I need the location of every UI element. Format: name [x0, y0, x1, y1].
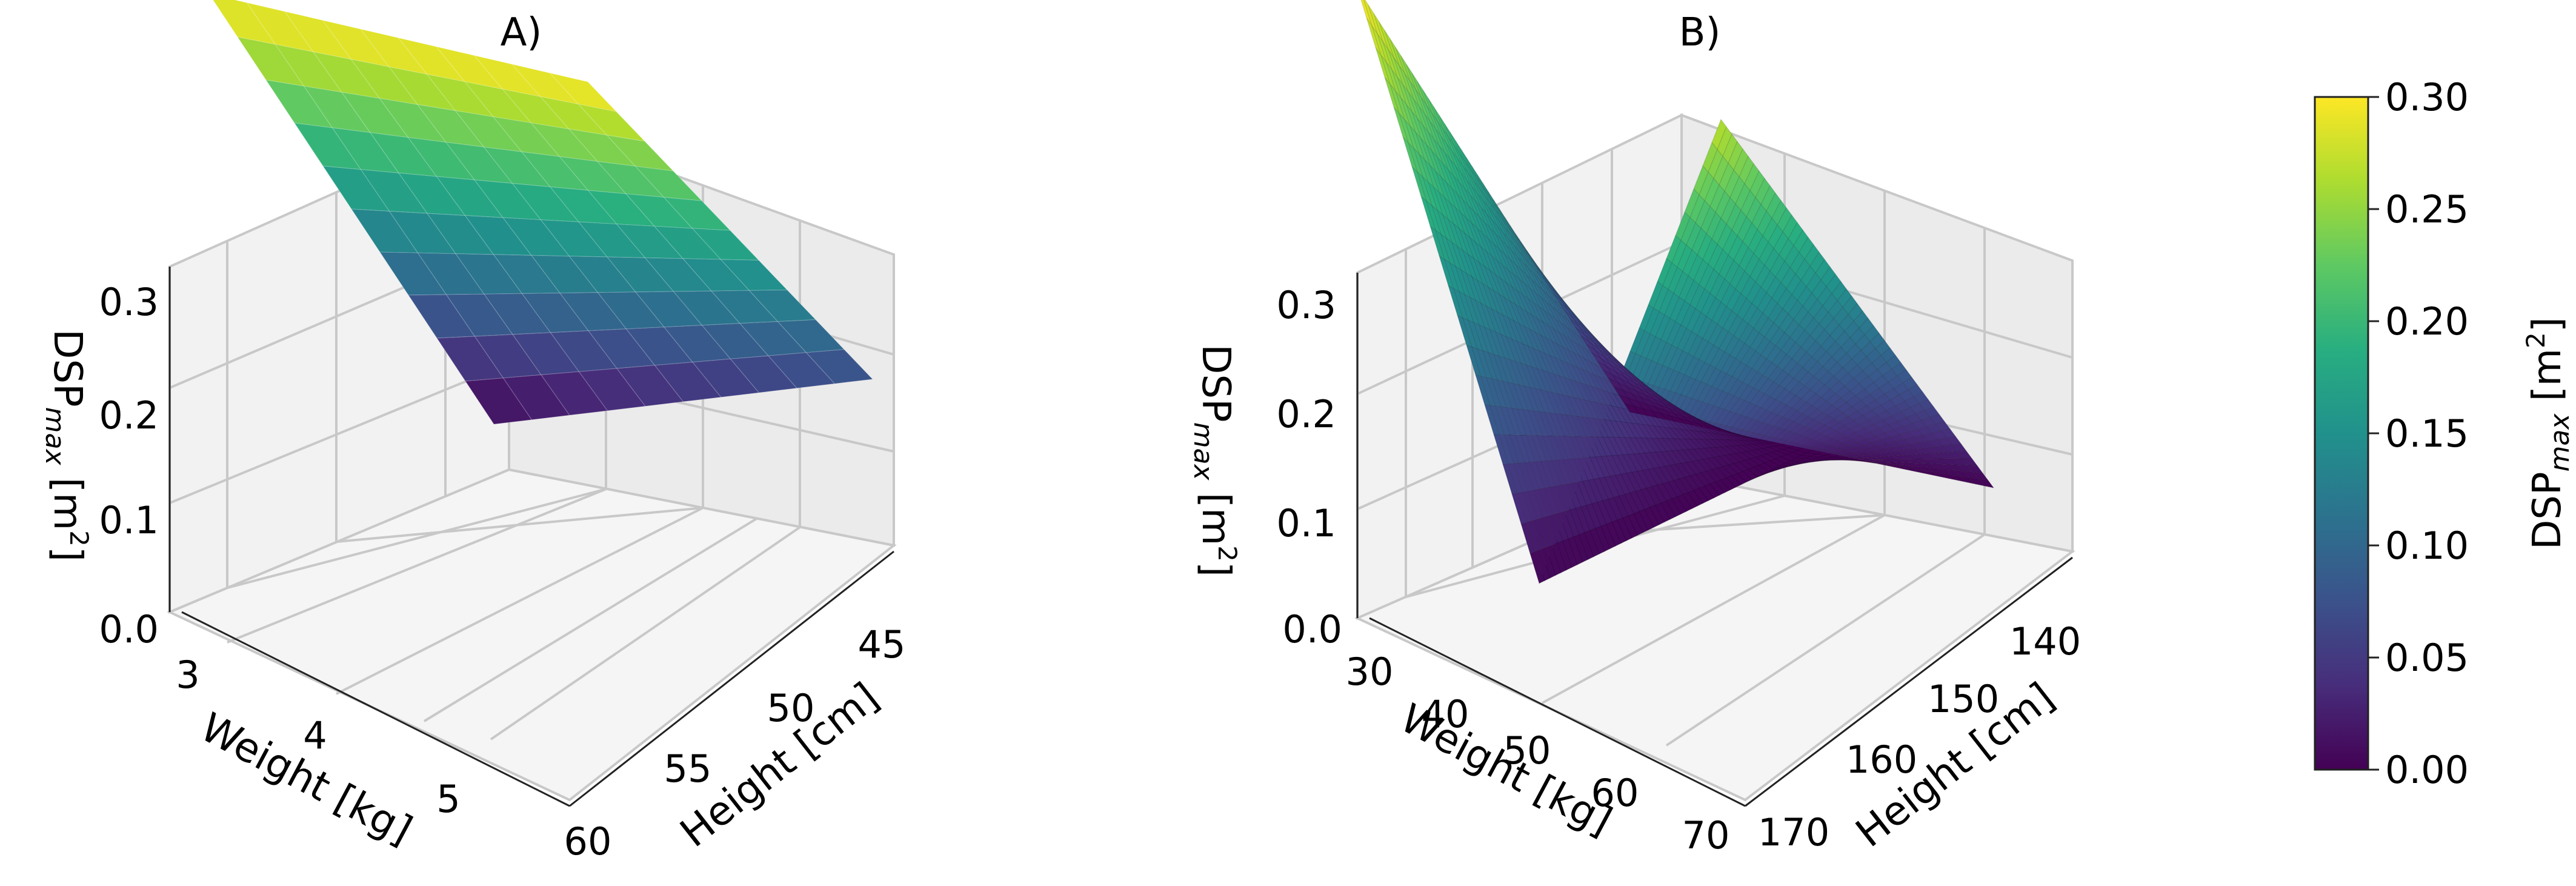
- panel-a-xtick: 5: [436, 777, 460, 821]
- panel-b-xtick: 30: [1346, 650, 1394, 694]
- panel-b-xtick: 60: [1591, 771, 1639, 815]
- panel-a-ztick: 0.0: [99, 607, 159, 651]
- panel-a-xtick: 3: [176, 653, 199, 697]
- panel-b-title: B): [1679, 10, 1721, 55]
- panel-a-zlabel: DSPmax [m2]: [39, 329, 94, 562]
- panel-b-ztick: 0.0: [1282, 607, 1342, 651]
- panel-b-zlabel: DSPmax [m2]: [1188, 344, 1242, 577]
- colorbar-tick-label: 0.30: [2385, 75, 2469, 119]
- panel-a-axis-lines: [168, 267, 894, 807]
- panel-b-ztick: 0.3: [1276, 283, 1336, 327]
- panel-a-floor-pane: [167, 468, 897, 802]
- panel-a-ztick: 0.2: [99, 393, 159, 438]
- panel-b-ytick: 160: [1846, 738, 1917, 782]
- panel-a-ytick: 60: [564, 819, 612, 864]
- panel-b-ytick: 170: [1758, 810, 1829, 854]
- surface-patch: [1360, 0, 1373, 26]
- panel-b-ytick: 140: [2009, 619, 2081, 664]
- colorbar-tick-label: 0.25: [2385, 187, 2469, 231]
- panel-a-ztick: 0.1: [99, 498, 159, 542]
- panel-b-ztick: 0.1: [1276, 501, 1336, 545]
- panel-b-xtick: 50: [1503, 728, 1551, 773]
- surface-patch: [1623, 403, 1640, 415]
- panel-a-ytick: 45: [858, 622, 906, 667]
- colorbar-gradient: [2314, 96, 2369, 771]
- colorbar-tick-label: 0.10: [2385, 524, 2469, 568]
- colorbar-tick-label: 0.05: [2385, 636, 2469, 680]
- colorbar: 0.00 0.05 0.10 0.15 0.20 0.25 0.30 DSPmax [m2]: [2314, 75, 2575, 792]
- panel-a-ytick: 50: [767, 686, 815, 730]
- panel-a: A) 0.3 0.2 0.1 0.0 3 4 5: [39, 0, 905, 864]
- panel-b-xtick: 40: [1422, 692, 1469, 736]
- colorbar-ticks: 0.00 0.05 0.10 0.15 0.20 0.25 0.30: [2368, 75, 2469, 792]
- panel-a-ytick: 55: [664, 747, 712, 791]
- panel-a-ztick: 0.3: [99, 280, 159, 324]
- panel-b-axis-lines: [1356, 273, 2073, 807]
- panel-b-ytick: 150: [1928, 677, 1999, 721]
- colorbar-tick-label: 0.00: [2385, 748, 2469, 792]
- panel-b: B) 0.3 0.2 0.1 0.0 30 40 50 60 70 140 15…: [1188, 0, 2081, 858]
- colorbar-tick-label: 0.20: [2385, 299, 2469, 344]
- panel-b-ztick: 0.2: [1276, 392, 1336, 436]
- panel-b-xtick: 70: [1682, 813, 1730, 858]
- panel-a-xtick: 4: [303, 713, 327, 758]
- colorbar-label: DSPmax [m2]: [2521, 317, 2575, 550]
- panel-b-surface: [1360, 0, 1995, 584]
- surface-patch: [805, 348, 874, 384]
- panel-a-title: A): [501, 10, 542, 55]
- colorbar-tick-label: 0.15: [2385, 411, 2469, 456]
- panel-a-surface: [212, 0, 874, 425]
